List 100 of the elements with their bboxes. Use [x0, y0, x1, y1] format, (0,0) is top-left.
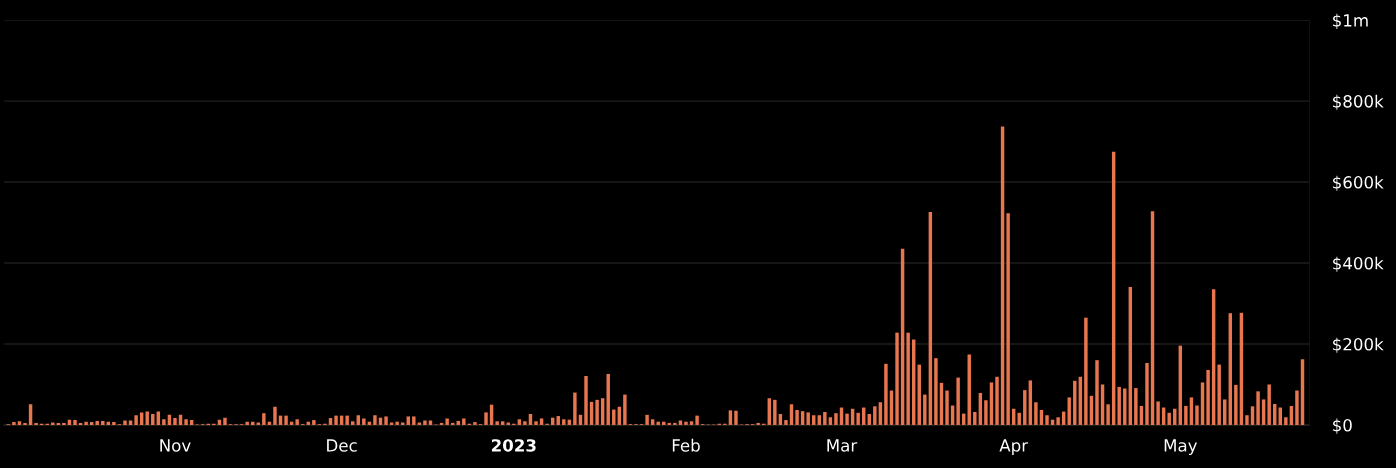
- y-tick-label: $800k: [1333, 94, 1384, 110]
- bar: [73, 420, 77, 425]
- x-tick-label: Apr: [999, 439, 1029, 455]
- bar: [673, 422, 677, 425]
- bar: [484, 412, 488, 425]
- bar: [112, 422, 116, 425]
- bar: [17, 421, 22, 425]
- bar: [1267, 384, 1271, 425]
- x-tick-label: May: [1164, 439, 1198, 455]
- bar: [606, 373, 610, 425]
- bar: [23, 422, 27, 425]
- bar: [351, 421, 355, 425]
- bar: [895, 332, 899, 425]
- bar: [173, 418, 177, 425]
- bar: [1295, 390, 1299, 425]
- bar: [728, 410, 733, 425]
- bar: [684, 421, 688, 425]
- bar: [534, 421, 538, 425]
- bar: [345, 415, 349, 425]
- x-tick-label: Feb: [672, 438, 700, 452]
- bar: [145, 411, 149, 425]
- bar: [806, 412, 810, 425]
- bar: [595, 399, 599, 425]
- bar: [856, 412, 860, 425]
- bar: [184, 419, 188, 425]
- bar: [1117, 386, 1121, 425]
- y-tick-label: $600k: [1333, 175, 1384, 191]
- bar: [1156, 401, 1160, 425]
- x-tick-label: 2023: [491, 439, 536, 452]
- bar: [412, 416, 416, 425]
- bar: [784, 420, 788, 425]
- bar: [1206, 369, 1210, 425]
- bar: [689, 421, 694, 425]
- y-tick-label: $400k: [1333, 256, 1384, 272]
- bar: [1134, 388, 1138, 425]
- bar: [34, 422, 38, 425]
- bar: [539, 418, 544, 425]
- bar: [1256, 391, 1260, 425]
- bar: [423, 420, 427, 425]
- bar: [517, 419, 522, 425]
- bar: [873, 406, 877, 425]
- bar: [1167, 412, 1171, 425]
- bar: [795, 409, 799, 425]
- bar: [273, 406, 277, 425]
- bar: [334, 415, 338, 425]
- bar: [428, 420, 433, 425]
- bar: [823, 411, 827, 425]
- bar: [384, 416, 388, 425]
- bar: [817, 415, 821, 425]
- y-tick-label: $200k: [1333, 337, 1384, 353]
- bar: [1106, 404, 1110, 425]
- bar: [995, 376, 999, 425]
- bar: [695, 415, 699, 425]
- bar: [462, 418, 466, 425]
- bar: [473, 422, 477, 425]
- bar: [650, 419, 655, 425]
- bar: [1073, 380, 1077, 425]
- bar: [945, 390, 949, 425]
- bar: [1145, 363, 1149, 425]
- bar: [356, 415, 360, 425]
- bar: [245, 421, 249, 425]
- bar: [656, 421, 660, 425]
- bar: [123, 420, 127, 425]
- bar: [1095, 360, 1099, 425]
- y-tick-label: $1m: [1333, 13, 1368, 29]
- bar: [51, 422, 55, 425]
- bar: [1217, 364, 1221, 425]
- bar: [89, 422, 94, 425]
- bar: [573, 392, 577, 425]
- bar: [1245, 415, 1249, 425]
- bar: [406, 416, 410, 425]
- bar: [523, 421, 527, 425]
- bar: [562, 419, 566, 425]
- bar: [295, 419, 299, 425]
- bar: [1056, 417, 1060, 425]
- bar: [734, 410, 738, 425]
- x-tick-label: Dec: [327, 439, 357, 452]
- bar: [1006, 213, 1010, 425]
- bar: [623, 394, 627, 425]
- bar: [134, 415, 138, 425]
- x-tick-label: Nov: [160, 439, 191, 452]
- bar: [756, 422, 760, 425]
- bar: [906, 332, 910, 425]
- bar: [262, 413, 266, 425]
- bar: [84, 421, 88, 425]
- bar: [373, 415, 377, 425]
- bar: [1184, 405, 1188, 425]
- x-tick-label: Mar: [827, 439, 858, 452]
- bar: [984, 400, 988, 425]
- bar: [362, 418, 366, 425]
- bar: [845, 413, 849, 425]
- bar: [1234, 384, 1238, 425]
- bar: [812, 415, 816, 425]
- bar: [12, 422, 16, 425]
- bar: [162, 419, 166, 425]
- bar: [1034, 402, 1038, 425]
- bar: [956, 377, 960, 425]
- bar: [395, 421, 399, 425]
- bar: [445, 418, 449, 425]
- bar: [500, 421, 505, 425]
